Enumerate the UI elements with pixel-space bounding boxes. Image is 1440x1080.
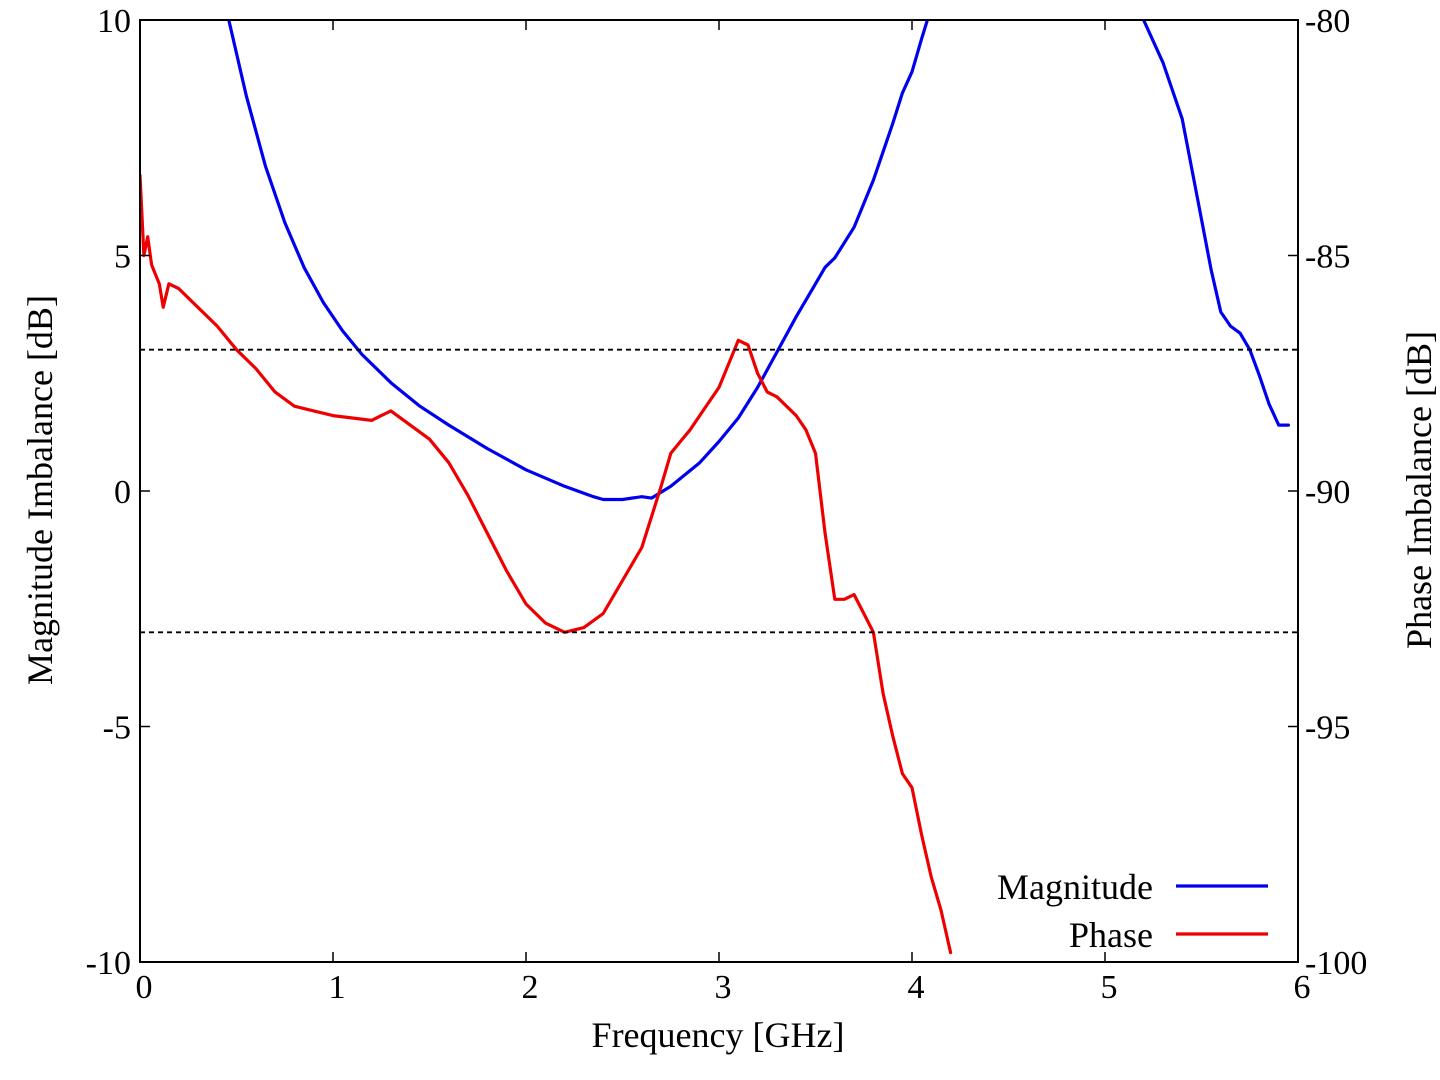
y2-tick-label: -85 (1305, 239, 1350, 276)
y2-tick-label: -95 (1305, 710, 1350, 747)
legend: Magnitude Phase (997, 867, 1268, 955)
x-tick-label: 1 (329, 969, 346, 1006)
y-tick-label: 10 (97, 3, 131, 40)
y-tick-label: -10 (86, 945, 131, 982)
legend-label-phase: Phase (1069, 915, 1153, 955)
x-tick-label: 6 (1294, 969, 1311, 1006)
reference-lines (140, 348, 1298, 634)
y2-tick-label: -90 (1305, 474, 1350, 511)
y-tick-label: -5 (103, 710, 131, 747)
y2-axis-title: Phase Imbalance [dB] (1399, 331, 1439, 649)
y-tick-label: 5 (114, 239, 131, 276)
plot-lines (140, 20, 1290, 955)
plot-frame (139, 19, 1299, 963)
x-tick-label: 3 (715, 969, 732, 1006)
magnitude-segment-1-series-line (1142, 20, 1290, 427)
y-tick-label: 0 (114, 474, 131, 511)
y-axis-title: Magnitude Imbalance [dB] (20, 295, 60, 685)
x-tick-label: 5 (1101, 969, 1118, 1006)
phase-series-line (140, 173, 953, 955)
x-tick-label: 0 (136, 969, 153, 1006)
y2-tick-label: -100 (1305, 945, 1367, 982)
x-axis-title: Frequency [GHz] (592, 1015, 845, 1055)
x-tick-label: 4 (908, 969, 925, 1006)
x-tick-label: 2 (522, 969, 539, 1006)
magnitude-series-line (227, 20, 929, 502)
y2-tick-label: -80 (1305, 3, 1350, 40)
legend-label-magnitude: Magnitude (997, 867, 1153, 907)
axis-ticks: 0 1 2 3 4 5 6 -10 -5 0 5 10 -100 -95 -90 -85 -80 (86, 3, 1368, 1006)
